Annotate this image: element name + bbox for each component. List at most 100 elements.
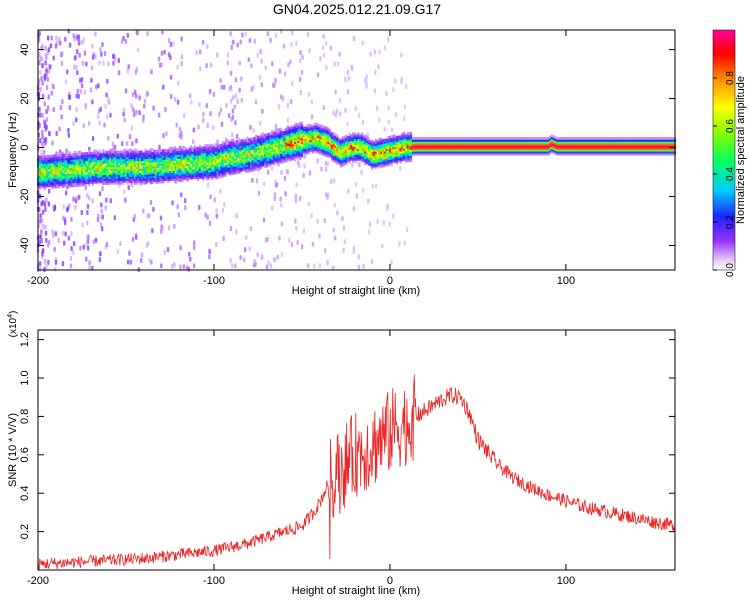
heatmap-cell [200, 170, 203, 173]
heatmap-noise-cell [236, 42, 239, 48]
heatmap-cell [327, 147, 330, 150]
heatmap-cell [253, 140, 256, 144]
heatmap-cell [285, 149, 288, 153]
heatmap-cell [68, 157, 71, 160]
heatmap-cell [241, 141, 244, 145]
heatmap-cell [160, 166, 163, 170]
heatmap-cell [149, 171, 152, 175]
heatmap-cell [352, 144, 355, 147]
heatmap-cell [103, 166, 106, 170]
heatmap-cell [193, 176, 196, 180]
heatmap-cell [274, 129, 277, 132]
heatmap-cell [118, 181, 121, 185]
heatmap-cell [49, 176, 52, 180]
heatmap-cell [163, 162, 166, 166]
heatmap-cell [244, 144, 247, 148]
heatmap-cell [373, 151, 376, 154]
heatmap-cell [357, 140, 360, 144]
heatmap-cell [396, 141, 399, 145]
heatmap-cell [214, 168, 217, 172]
heatmap-cell [241, 143, 244, 147]
heatmap-cell [86, 163, 89, 167]
heatmap-cell [160, 170, 163, 174]
heatmap-cell [404, 134, 407, 137]
heatmap-cell [237, 161, 240, 165]
heatmap-cell [98, 164, 101, 168]
heatmap-cell [526, 136, 529, 140]
heatmap-cell [265, 156, 268, 160]
heatmap-cell [246, 169, 249, 173]
heatmap-cell [235, 171, 238, 175]
heatmap-cell [411, 148, 414, 152]
heatmap-noise-cell [270, 205, 274, 211]
heatmap-cell [376, 140, 379, 144]
heatmap-cell [498, 138, 501, 142]
heatmap-cell [74, 166, 77, 170]
heatmap-cell [448, 146, 451, 150]
heatmap-noise-cell [74, 204, 77, 210]
heatmap-cell [445, 138, 448, 142]
heatmap-cell [105, 154, 108, 158]
heatmap-cell [357, 148, 360, 151]
heatmap-cell [408, 149, 411, 153]
heatmap-cell [408, 139, 411, 143]
heatmap-cell [174, 179, 177, 183]
heatmap-cell [468, 136, 471, 140]
heatmap-noise-cell [120, 39, 124, 45]
heatmap-cell [292, 155, 295, 159]
heatmap-cell [88, 173, 91, 177]
heatmap-cell [154, 179, 157, 182]
heatmap-cell [279, 153, 282, 156]
heatmap-cell [107, 174, 110, 177]
heatmap-cell [478, 152, 481, 156]
heatmap-cell [114, 152, 117, 156]
heatmap-cell [139, 174, 142, 177]
heatmap-cell [327, 131, 330, 135]
heatmap-cell [510, 144, 513, 148]
heatmap-cell [519, 146, 522, 150]
heatmap-cell [269, 138, 272, 142]
heatmap-cell [100, 176, 103, 180]
heatmap-cell [241, 149, 244, 152]
heatmap-cell [334, 142, 337, 146]
heatmap-noise-cell [41, 134, 44, 140]
heatmap-cell [410, 149, 413, 153]
heatmap-cell [74, 178, 77, 182]
heatmap-cell [406, 159, 409, 163]
heatmap-noise-cell [261, 108, 264, 114]
heatmap-cell [295, 144, 298, 148]
heatmap-cell [406, 151, 409, 155]
heatmap-cell [221, 156, 224, 160]
heatmap-cell [40, 182, 43, 186]
heatmap-cell [367, 151, 370, 154]
heatmap-cell [315, 146, 318, 149]
heatmap-cell [339, 156, 342, 160]
heatmap-cell [188, 149, 191, 153]
heatmap-cell [359, 153, 362, 157]
heatmap-cell [126, 179, 129, 183]
heatmap-cell [278, 139, 281, 143]
heatmap-cell [162, 155, 165, 158]
heatmap-cell [250, 165, 253, 169]
heatmap-noise-cell [316, 158, 319, 164]
heatmap-noise-cell [80, 83, 84, 89]
heatmap-cell [119, 160, 122, 164]
heatmap-cell [318, 133, 321, 137]
heatmap-noise-cell [70, 245, 73, 251]
heatmap-cell [61, 169, 64, 173]
heatmap-cell [190, 162, 193, 166]
heatmap-cell [313, 144, 316, 148]
heatmap-cell [304, 147, 307, 151]
heatmap-cell [385, 161, 388, 165]
heatmap-noise-cell [256, 52, 259, 58]
heatmap-cell [153, 153, 156, 157]
heatmap-cell [316, 133, 319, 136]
heatmap-cell [329, 142, 332, 146]
heatmap-cell [118, 154, 121, 158]
heatmap-cell [387, 141, 390, 145]
heatmap-cell [191, 174, 194, 178]
heatmap-cell [184, 163, 187, 167]
heatmap-cell [385, 138, 388, 142]
heatmap-cell [91, 179, 94, 182]
heatmap-cell [330, 142, 333, 145]
